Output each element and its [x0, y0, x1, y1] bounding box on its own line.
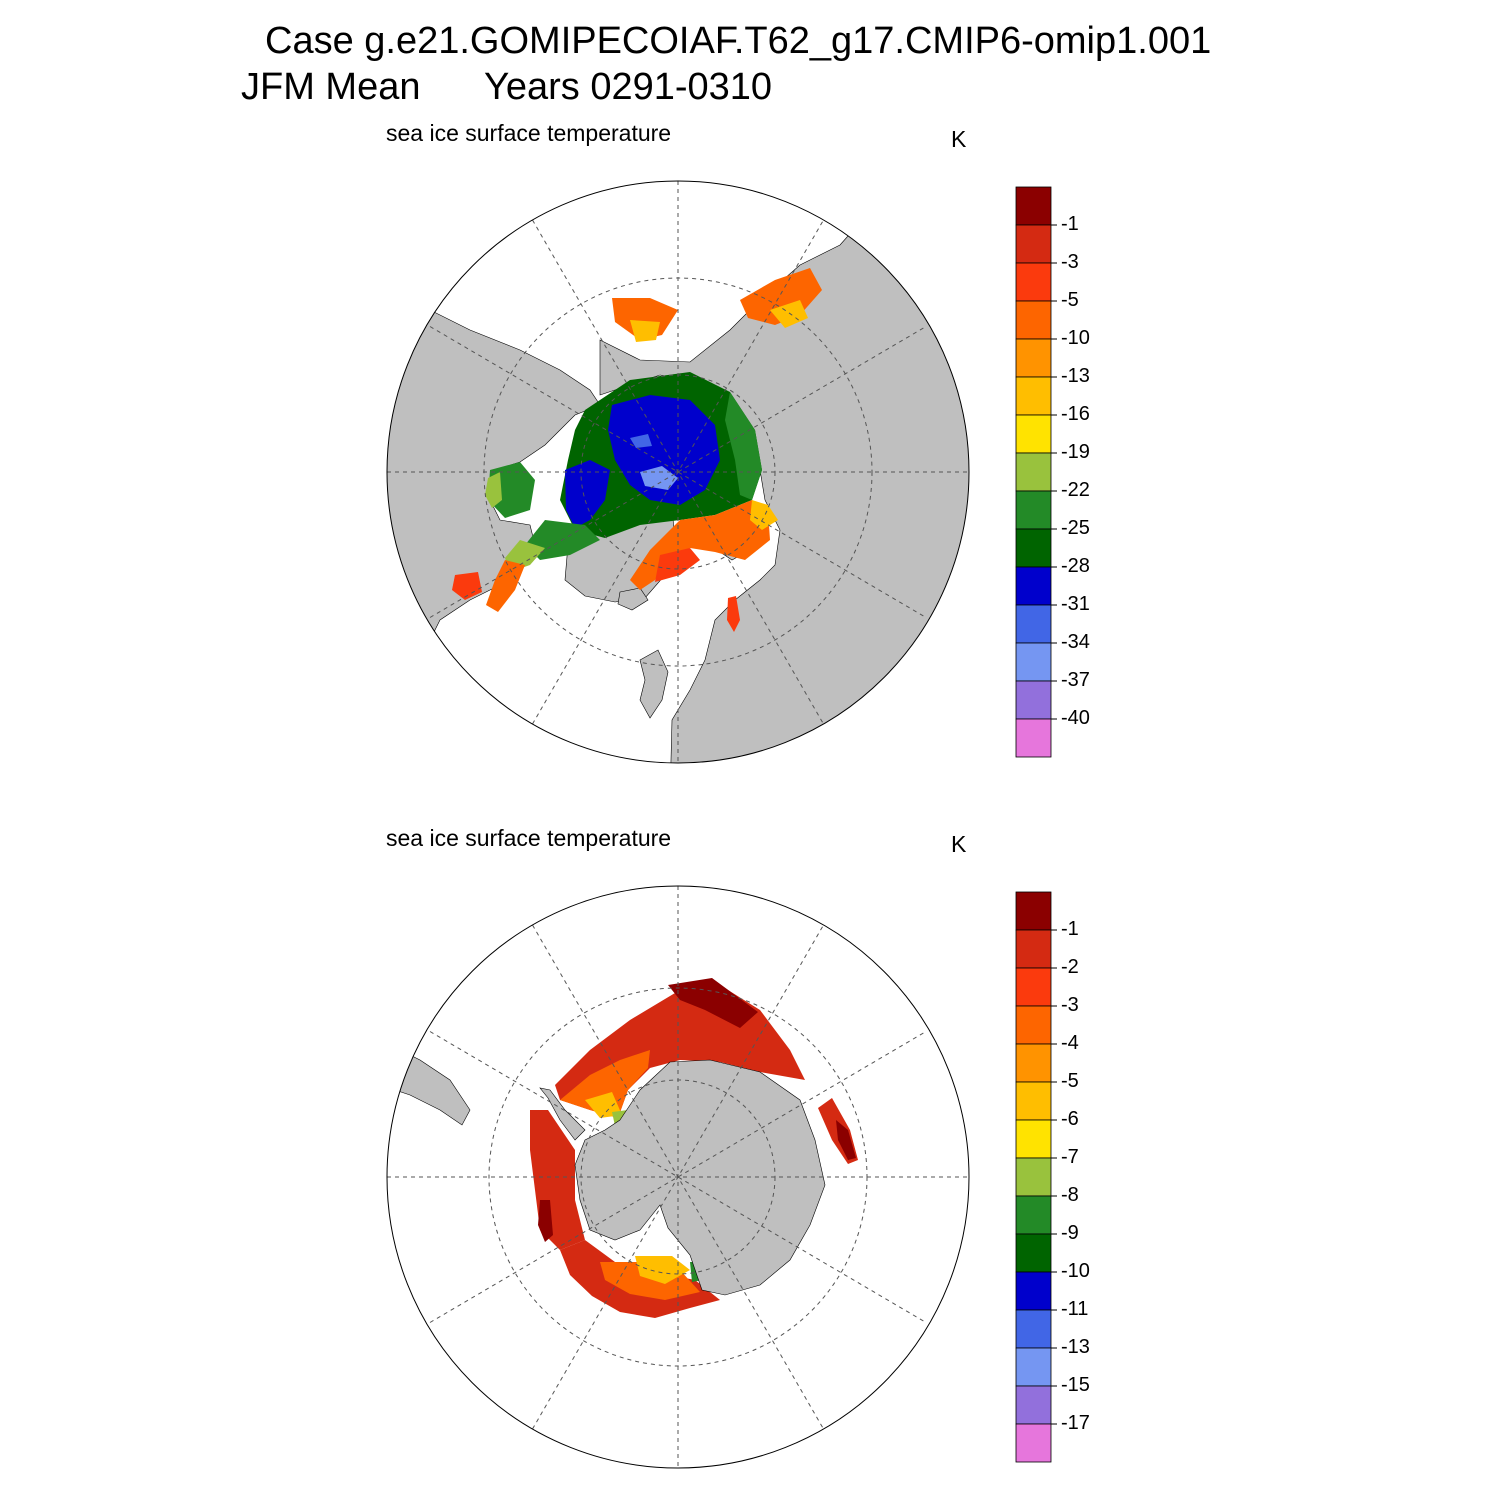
north-colorbar-box — [1015, 414, 1052, 454]
north-colorbar-label: -19 — [1061, 441, 1090, 463]
barents-marginal-ice — [630, 500, 770, 590]
kara-ice-yellow — [750, 500, 778, 530]
north-colorbar-label: -34 — [1061, 631, 1090, 653]
south-colorbar-label: -17 — [1061, 1412, 1090, 1434]
south-colorbar-label: -6 — [1061, 1108, 1079, 1130]
south-panel-unit: K — [951, 831, 967, 857]
north-colorbar-box — [1015, 300, 1052, 340]
north-colorbar-label: -1 — [1061, 213, 1079, 235]
north-colorbar-label: -25 — [1061, 517, 1090, 539]
south-colorbar-box — [1015, 1423, 1052, 1463]
south-polar-map — [386, 885, 970, 1469]
north-colorbar-label: -31 — [1061, 593, 1090, 615]
south-colorbar-box — [1015, 1005, 1052, 1045]
south-graticule — [387, 886, 969, 1468]
south-colorbar-label: -9 — [1061, 1222, 1079, 1244]
bering-sea-ice-cold — [630, 320, 660, 342]
north-colorbar-box — [1015, 186, 1052, 226]
weddell-sea-ice-dark — [668, 978, 758, 1028]
south-colorbar-box — [1015, 967, 1052, 1007]
north-colorbar-box — [1015, 452, 1052, 492]
okhotsk-ice-cold — [770, 300, 808, 328]
north-colorbar-label: -5 — [1061, 289, 1079, 311]
north-graticule — [387, 181, 969, 763]
north-colorbar-label: -10 — [1061, 327, 1090, 349]
north-colorbar-label: -13 — [1061, 365, 1090, 387]
weddell-inner-yellow — [585, 1092, 622, 1118]
hudson-bay-ice-edge — [485, 472, 502, 508]
north-colorbar-box — [1015, 224, 1052, 264]
north-colorbar-label: -28 — [1061, 555, 1090, 577]
south-colorbar-box — [1015, 929, 1052, 969]
south-colorbar-label: -13 — [1061, 1336, 1090, 1358]
south-colorbar-label: -10 — [1061, 1260, 1090, 1282]
years-label: Years 0291-0310 — [484, 66, 773, 108]
south-colorbar-label: -5 — [1061, 1070, 1079, 1092]
labrador-coast-ice — [486, 560, 525, 612]
south-colorbar-box — [1015, 1119, 1052, 1159]
north-colorbar-box — [1015, 680, 1052, 720]
bellingshausen-ice-dark — [538, 1200, 553, 1242]
north-colorbar-label: -3 — [1061, 251, 1079, 273]
north-map-border — [386, 180, 970, 764]
north-panel-unit: K — [951, 126, 967, 152]
south-colorbar-label: -7 — [1061, 1146, 1079, 1168]
south-colorbar-box — [1015, 1271, 1052, 1311]
south-panel-subtitle: sea ice surface temperature — [386, 825, 672, 851]
newfoundland-ice — [452, 572, 482, 600]
south-colorbar-box — [1015, 1157, 1052, 1197]
south-colorbar-box — [1015, 1233, 1052, 1273]
north-colorbar-box — [1015, 566, 1052, 606]
north-colorbar-box — [1015, 528, 1052, 568]
north-panel-subtitle: sea ice surface temperature — [386, 120, 672, 146]
south-colorbar-label: -4 — [1061, 1032, 1079, 1054]
north-colorbar-box — [1015, 642, 1052, 682]
north-colorbar-label: -37 — [1061, 669, 1090, 691]
south-colorbar-box — [1015, 1347, 1052, 1387]
east-antarctic-ice-dark — [836, 1120, 856, 1160]
ross-sea-inner-yellow — [635, 1256, 690, 1284]
south-colorbar-label: -2 — [1061, 956, 1079, 978]
weddell-inner-ice — [560, 1050, 650, 1118]
bering-sea-ice — [612, 298, 678, 340]
arctic-ice-mid — [725, 392, 762, 500]
colorbars — [1015, 186, 1057, 1463]
south-colorbar-box — [1015, 1043, 1052, 1083]
iceland-land — [617, 587, 649, 611]
north-polar-map — [386, 180, 970, 764]
north-colorbar-label: -22 — [1061, 479, 1090, 501]
north-colorbar-label: -40 — [1061, 707, 1090, 729]
south-colorbar-box — [1015, 891, 1052, 931]
south-colorbar-label: -15 — [1061, 1374, 1090, 1396]
south-colorbar-box — [1015, 1195, 1052, 1235]
arctic-ice-cold-patch — [630, 434, 652, 448]
antarctic-peninsula-land — [539, 1087, 586, 1141]
south-colorbar-label: -1 — [1061, 918, 1079, 940]
south-colorbar-box — [1015, 1385, 1052, 1425]
arctic-ice-core — [608, 395, 720, 505]
north-colorbar-box — [1015, 262, 1052, 302]
south-colorbar-box — [1015, 1309, 1052, 1349]
north-colorbar-label: -16 — [1061, 403, 1090, 425]
south-colorbar-label: -8 — [1061, 1184, 1079, 1206]
archipelago-ice — [565, 460, 610, 528]
north-colorbar-box — [1015, 718, 1052, 758]
south-colorbar-label: -3 — [1061, 994, 1079, 1016]
baltic-ice — [727, 596, 740, 632]
south-map-border — [386, 885, 970, 1469]
figure-title: Case g.e21.GOMIPECOIAF.T62_g17.CMIP6-omi… — [265, 20, 1212, 62]
south-colorbar-box — [1015, 1081, 1052, 1121]
north-colorbar-box — [1015, 604, 1052, 644]
british-isles-land — [639, 649, 669, 719]
north-colorbar-box — [1015, 376, 1052, 416]
season-label: JFM Mean — [241, 66, 421, 108]
north-colorbar-box — [1015, 490, 1052, 530]
north-colorbar-box — [1015, 338, 1052, 378]
south-colorbar-label: -11 — [1061, 1298, 1089, 1320]
